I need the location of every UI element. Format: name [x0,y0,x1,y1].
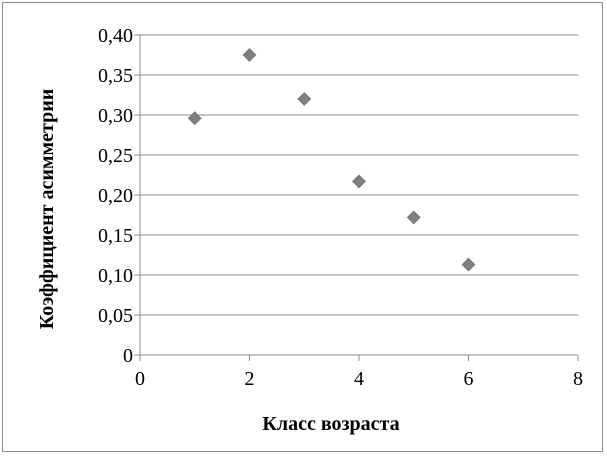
y-axis-title: Коэффициент асимметрии [36,89,58,330]
data-point [352,174,366,189]
y-tick-label: 0 [123,345,133,367]
y-tick-label: 0,30 [98,105,133,127]
chart-frame [2,2,603,452]
data-point [187,111,202,126]
data-point [297,92,312,106]
x-tick-label: 6 [464,368,474,390]
y-tick-label: 0,05 [98,305,133,327]
data-points [187,48,476,272]
x-axis-title: Класс возраста [262,413,399,435]
x-tick-label: 2 [245,368,255,390]
axes [134,34,579,361]
x-tick-label: 8 [573,368,583,390]
x-tick-labels: 0 2 4 6 8 [135,368,583,390]
y-tick-labels: 0 0,05 0,10 0,15 0,20 0,25 0,30 0,35 0,40 [98,25,133,367]
y-tick-label: 0,25 [98,145,133,167]
data-point [242,48,257,62]
y-tick-label: 0,15 [98,225,133,247]
y-tick-label: 0,10 [98,265,133,287]
x-tick-label: 0 [135,368,145,390]
data-point [461,257,476,272]
data-point [406,210,421,225]
y-tick-label: 0,35 [98,65,133,87]
y-tick-label: 0,40 [98,25,133,47]
y-tick-label: 0,20 [98,185,133,207]
gridlines [140,34,578,316]
x-tick-label: 4 [354,368,364,390]
